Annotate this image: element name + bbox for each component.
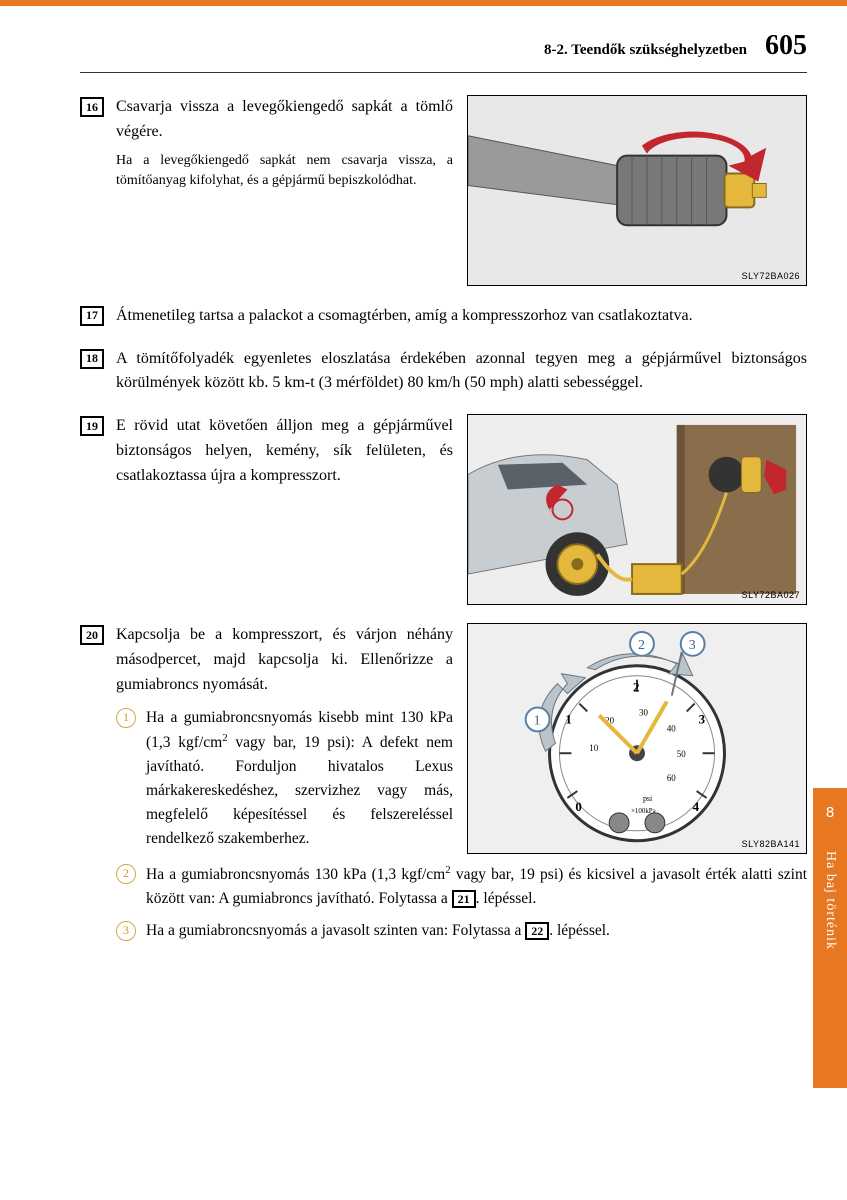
svg-text:4: 4 [693, 799, 700, 814]
step-text: A tömítőfolyadék egyenletes eloszlatása … [116, 347, 807, 397]
sub-item-1: 1 Ha a gumiabroncsnyomás kisebb mint 130… [116, 706, 453, 851]
figure-gauge: 0 1 2 3 4 10 20 30 40 50 60 psi ×100kPa [467, 623, 807, 854]
step-number: 20 [80, 625, 104, 645]
svg-text:0: 0 [575, 799, 581, 814]
sub-text-part: . lépéssel. [549, 922, 610, 939]
sub-text-part: . lépéssel. [476, 890, 537, 907]
svg-text:50: 50 [677, 749, 686, 759]
step-text: E rövid utat követően álljon meg a gépjá… [116, 414, 453, 488]
circle-number: 3 [116, 921, 136, 941]
step-number: 17 [80, 306, 104, 326]
page-content: 8-2. Teendők szükséghelyzetben 605 16 Cs… [0, 0, 847, 991]
step-ref-box: 22 [525, 922, 549, 940]
page-header: 8-2. Teendők szükséghelyzetben 605 [80, 30, 807, 73]
chapter-title: Ha baj történik [822, 851, 838, 950]
step-number: 16 [80, 97, 104, 117]
step-20: 20 Kapcsolja be a kompresszort, és várjo… [80, 623, 807, 943]
sub-item-3: 3 Ha a gumiabroncsnyomás a javasolt szin… [116, 919, 807, 943]
figure-label: SLY72BA027 [742, 590, 800, 600]
svg-text:psi: psi [643, 794, 653, 803]
chapter-side-tab: 8 Ha baj történik [813, 788, 847, 1088]
step-note: Ha a levegőkiengedő sapkát nem csavarja … [116, 151, 453, 192]
figure-hose-cap: SLY72BA026 [467, 95, 807, 286]
step-ref-box: 21 [452, 890, 476, 908]
svg-text:10: 10 [589, 743, 598, 753]
svg-text:60: 60 [667, 773, 676, 783]
figure-car-compressor: SLY72BA027 [467, 414, 807, 605]
step-text: Átmenetileg tartsa a palackot a csomagté… [116, 304, 807, 329]
page-number: 605 [765, 30, 807, 62]
sub-text: Ha a gumiabroncsnyomás a javasolt szinte… [146, 919, 807, 943]
svg-text:3: 3 [699, 712, 706, 727]
step-number: 19 [80, 416, 104, 436]
section-title: 8-2. Teendők szükséghelyzetben [544, 42, 747, 59]
figure-label: SLY82BA141 [742, 839, 800, 849]
svg-text:1: 1 [534, 714, 541, 729]
sub-text: Ha a gumiabroncsnyomás kisebb mint 130 k… [146, 706, 453, 851]
sub-text-part: Ha a gumiabroncsnyomás 130 kPa (1,3 kgf/… [146, 866, 445, 883]
step-text: Csavarja vissza a levegőkiengedő sapkát … [116, 95, 453, 145]
svg-text:40: 40 [667, 724, 676, 734]
step-18: 18 A tömítőfolyadék egyenletes eloszlatá… [80, 347, 807, 397]
circle-number: 1 [116, 708, 136, 728]
step-17: 17 Átmenetileg tartsa a palackot a csoma… [80, 304, 807, 329]
step-text: Kapcsolja be a kompresszort, és várjon n… [116, 623, 453, 697]
svg-text:30: 30 [639, 708, 648, 718]
step-16: 16 Csavarja vissza a levegőkiengedő sapk… [80, 95, 807, 286]
svg-text:2: 2 [638, 638, 645, 653]
sub-text: Ha a gumiabroncsnyomás 130 kPa (1,3 kgf/… [146, 862, 807, 911]
figure-label: SLY72BA026 [742, 271, 800, 281]
sub-text-part: Ha a gumiabroncsnyomás a javasolt szinte… [146, 922, 525, 939]
sub-item-2: 2 Ha a gumiabroncsnyomás 130 kPa (1,3 kg… [116, 862, 807, 911]
circle-number: 2 [116, 864, 136, 884]
svg-text:1: 1 [565, 712, 571, 727]
step-number: 18 [80, 349, 104, 369]
step-19: 19 E rövid utat követően álljon meg a gé… [80, 414, 807, 605]
chapter-number: 8 [813, 788, 847, 821]
svg-text:2: 2 [633, 680, 639, 695]
svg-text:3: 3 [689, 638, 696, 653]
